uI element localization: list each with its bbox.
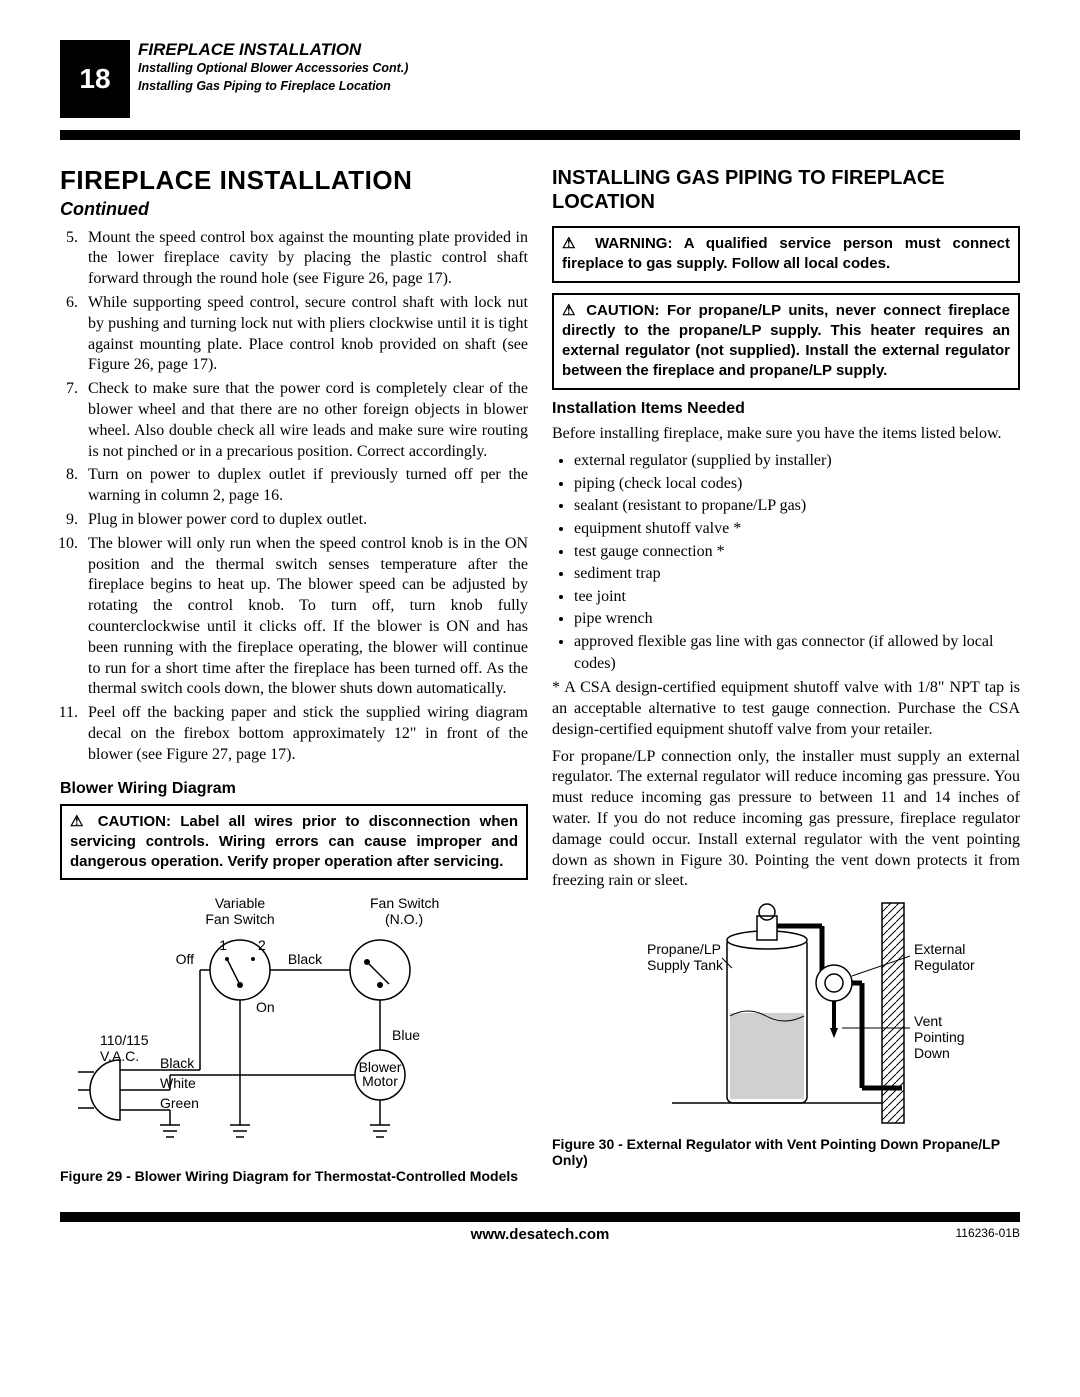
step-item: Plug in blower power cord to duplex outl…: [82, 510, 528, 531]
list-item: piping (check local codes): [574, 473, 1020, 495]
step-item: Mount the speed control box against the …: [82, 228, 528, 290]
items-intro: Before installing fireplace, make sure y…: [552, 424, 1020, 445]
warning-icon: ⚠: [70, 813, 88, 830]
list-item: equipment shutoff valve *: [574, 518, 1020, 540]
label-variable2: Fan Switch: [205, 911, 274, 927]
label-blue: Blue: [392, 1027, 420, 1043]
warning-text: WARNING: A qualified service person must…: [562, 235, 1010, 272]
label-reg2: Regulator: [914, 957, 975, 973]
figure-29-diagram: 1 2: [60, 890, 520, 1160]
footer-url: www.desatech.com: [160, 1226, 920, 1243]
footer-code: 116236-01B: [920, 1226, 1020, 1243]
step-item: Turn on power to duplex outlet if previo…: [82, 465, 528, 507]
left-column: FIREPLACE INSTALLATION Continued Mount t…: [60, 166, 528, 1184]
label-vent1: Vent: [914, 1013, 942, 1029]
label-black2: Black: [160, 1055, 195, 1071]
figure-29-caption: Figure 29 - Blower Wiring Diagram for Th…: [60, 1168, 528, 1184]
header: 18 FIREPLACE INSTALLATION Installing Opt…: [60, 40, 1020, 118]
header-sub1: Installing Optional Blower Accessories C…: [138, 60, 408, 78]
label-reg1: External: [914, 941, 965, 957]
list-item: external regulator (supplied by installe…: [574, 450, 1020, 472]
step-item: Check to make sure that the power cord i…: [82, 379, 528, 462]
steps-list: Mount the speed control box against the …: [60, 228, 528, 766]
step-item: Peel off the backing paper and stick the…: [82, 703, 528, 765]
list-item: approved flexible gas line with gas conn…: [574, 631, 1020, 674]
label-vac1: 110/115: [100, 1032, 149, 1048]
wiring-title: Blower Wiring Diagram: [60, 780, 528, 798]
header-titles: FIREPLACE INSTALLATION Installing Option…: [130, 40, 408, 95]
list-item: tee joint: [574, 586, 1020, 608]
step-item: The blower will only run when the speed …: [82, 534, 528, 700]
right-column: INSTALLING GAS PIPING TO FIREPLACE LOCAT…: [552, 166, 1020, 1184]
columns: FIREPLACE INSTALLATION Continued Mount t…: [60, 166, 1020, 1184]
label-black1: Black: [288, 951, 323, 967]
items-title: Installation Items Needed: [552, 400, 1020, 418]
label-fansw: Fan Switch: [370, 895, 439, 911]
label-white: White: [160, 1075, 196, 1091]
step-item: While supporting speed control, secure c…: [82, 293, 528, 376]
label-variable: Variable: [215, 895, 266, 911]
continued-label: Continued: [60, 199, 528, 220]
header-sub2: Installing Gas Piping to Fireplace Locat…: [138, 78, 408, 96]
label-tank1: Propane/LP: [647, 941, 721, 957]
list-item: test gauge connection *: [574, 541, 1020, 563]
caution-text: CAUTION: Label all wires prior to discon…: [70, 813, 518, 871]
list-item: sediment trap: [574, 563, 1020, 585]
label-2: 2: [258, 937, 266, 953]
section-title: FIREPLACE INSTALLATION: [60, 166, 528, 195]
label-tank2: Supply Tank: [647, 957, 724, 973]
caution-text: CAUTION: For propane/LP units, never con…: [562, 302, 1010, 380]
right-title: INSTALLING GAS PIPING TO FIREPLACE LOCAT…: [552, 166, 1020, 214]
items-list: external regulator (supplied by installe…: [552, 450, 1020, 674]
figure-30-diagram: Propane/LP Supply Tank External Regulato…: [552, 898, 1012, 1128]
list-item: pipe wrench: [574, 608, 1020, 630]
label-on: On: [256, 999, 275, 1015]
label-vent2: Pointing: [914, 1029, 965, 1045]
warning-icon: ⚠: [562, 302, 579, 319]
label-1: 1: [219, 937, 227, 953]
label-vent3: Down: [914, 1045, 950, 1061]
caution-box-wiring: ⚠ CAUTION: Label all wires prior to disc…: [60, 804, 528, 881]
warning-box: ⚠ WARNING: A qualified service person mu…: [552, 226, 1020, 283]
footer: www.desatech.com 116236-01B: [60, 1212, 1020, 1243]
page-number: 18: [60, 40, 130, 118]
caution-box-lp: ⚠ CAUTION: For propane/LP units, never c…: [552, 293, 1020, 390]
right-paragraph: For propane/LP connection only, the inst…: [552, 747, 1020, 893]
label-fansw2: (N.O.): [385, 911, 423, 927]
warning-icon: ⚠: [562, 235, 583, 252]
label-green: Green: [160, 1095, 199, 1111]
page: 18 FIREPLACE INSTALLATION Installing Opt…: [0, 0, 1080, 1293]
list-item: sealant (resistant to propane/LP gas): [574, 495, 1020, 517]
header-main: FIREPLACE INSTALLATION: [138, 40, 408, 60]
footnote: * A CSA design-certified equipment shuto…: [552, 678, 1020, 740]
figure-30-caption: Figure 30 - External Regulator with Vent…: [552, 1136, 1020, 1168]
label-off: Off: [176, 951, 195, 967]
divider-bar: [60, 130, 1020, 140]
label-motor: Motor: [362, 1073, 398, 1089]
label-vac2: V.A.C.: [100, 1048, 139, 1064]
